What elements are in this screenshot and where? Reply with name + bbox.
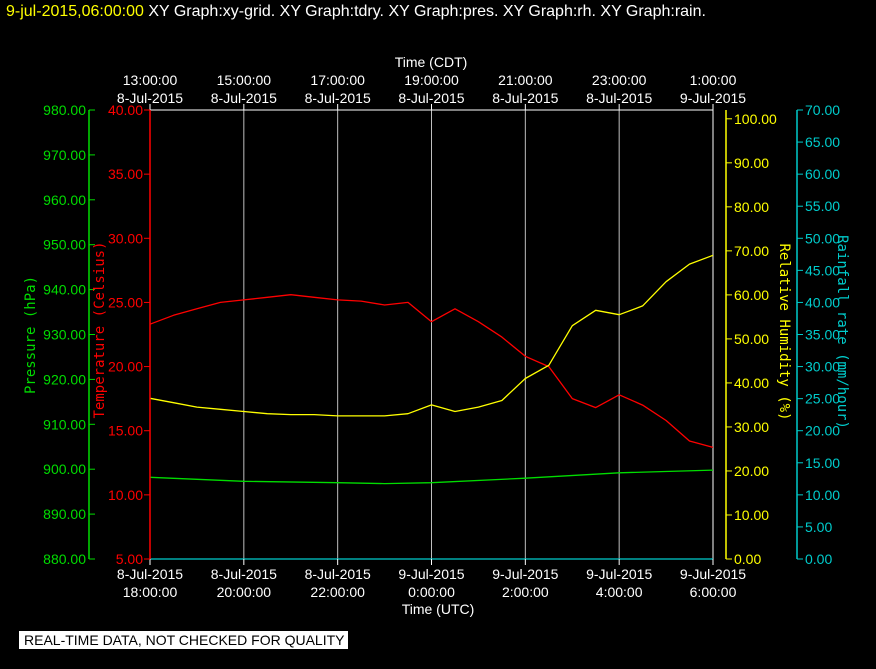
quality-notice: REAL-TIME DATA, NOT CHECKED FOR QUALITY <box>19 631 349 649</box>
rain-tick-label: 45.00 <box>805 262 840 278</box>
humidity-tick-label: 60.00 <box>734 287 769 303</box>
humidity-tick-label: 70.00 <box>734 243 769 259</box>
x-bottom-tick-date: 9-Jul-2015 <box>680 566 746 582</box>
temperature-tick-label: 10.00 <box>108 487 143 503</box>
x-bottom-tick-time: 0:00:00 <box>408 584 455 600</box>
x-top-title: Time (CDT) <box>395 54 468 70</box>
pressure-tick-label: 930.00 <box>43 327 86 343</box>
rain-tick-label: 60.00 <box>805 166 840 182</box>
graph-header: 9-jul-2015,06:00:00 XY Graph:xy-grid. XY… <box>6 3 706 21</box>
rain-tick-label: 30.00 <box>805 359 840 375</box>
rain-tick-label: 15.00 <box>805 455 840 471</box>
x-bottom-tick-date: 8-Jul-2015 <box>211 566 277 582</box>
humidity-tick-label: 100.00 <box>734 111 777 127</box>
x-bottom-tick-time: 2:00:00 <box>502 584 549 600</box>
axes-group: 13:00:00 8-Jul-2015 8-Jul-2015 18:00:00 15:0… <box>43 72 840 600</box>
temperature-tick-label: 35.00 <box>108 166 143 182</box>
temperature-tick-label: 40.00 <box>108 102 143 118</box>
humidity-tick-label: 50.00 <box>734 331 769 347</box>
pressure-axis-label: Pressure (hPa) <box>23 276 39 394</box>
rain-tick-label: 65.00 <box>805 134 840 150</box>
humidity-tick-label: 20.00 <box>734 463 769 479</box>
humidity-tick-label: 10.00 <box>734 507 769 523</box>
temperature-tick-label: 20.00 <box>108 359 143 375</box>
rain-tick-label: 20.00 <box>805 423 840 439</box>
rain-tick-label: 50.00 <box>805 230 840 246</box>
humidity-tick-label: 30.00 <box>734 419 769 435</box>
rain-tick-label: 0.00 <box>805 551 832 567</box>
humidity-tick-label: 40.00 <box>734 375 769 391</box>
x-bottom-tick-date: 9-Jul-2015 <box>398 566 464 582</box>
temperature-axis-label: Temperature (Celsius) <box>92 241 108 418</box>
x-bottom-tick-time: 18:00:00 <box>123 584 178 600</box>
rain-tick-label: 55.00 <box>805 198 840 214</box>
temperature-tick-label: 30.00 <box>108 230 143 246</box>
x-bottom-tick-time: 22:00:00 <box>310 584 365 600</box>
pressure-tick-label: 950.00 <box>43 237 86 253</box>
pressure-tick-label: 880.00 <box>43 551 86 567</box>
temperature-tick-label: 25.00 <box>108 294 143 310</box>
x-top-tick-date: 8-Jul-2015 <box>117 90 183 106</box>
x-bottom-tick-date: 9-Jul-2015 <box>492 566 558 582</box>
pressure-tick-label: 980.00 <box>43 102 86 118</box>
x-bottom-title: Time (UTC) <box>402 601 475 617</box>
rain-tick-label: 5.00 <box>805 519 832 535</box>
x-top-tick-time: 13:00:00 <box>123 72 178 88</box>
x-top-tick-date: 8-Jul-2015 <box>398 90 464 106</box>
grid-lines <box>243 110 620 559</box>
rain-tick-label: 25.00 <box>805 391 840 407</box>
temperature-tick-label: 5.00 <box>116 551 143 567</box>
temperature-line <box>149 294 714 449</box>
humidity-axis-label: Relative Humidity (%) <box>776 243 792 420</box>
x-top-tick-date: 8-Jul-2015 <box>586 90 652 106</box>
x-top-tick-time: 15:00:00 <box>217 72 272 88</box>
x-bottom-tick-date: 8-Jul-2015 <box>117 566 183 582</box>
x-top-tick-time: 21:00:00 <box>498 72 553 88</box>
humidity-tick-label: 90.00 <box>734 155 769 171</box>
pressure-tick-label: 890.00 <box>43 506 86 522</box>
x-bottom-tick-date: 9-Jul-2015 <box>586 566 652 582</box>
humidity-tick-label: 0.00 <box>734 551 761 567</box>
x-bottom-tick-date: 8-Jul-2015 <box>305 566 371 582</box>
x-top-tick-date: 9-Jul-2015 <box>680 90 746 106</box>
pressure-line <box>149 469 714 485</box>
x-bottom-tick-time: 4:00:00 <box>596 584 643 600</box>
x-top-tick-date: 8-Jul-2015 <box>211 90 277 106</box>
rain-tick-label: 10.00 <box>805 487 840 503</box>
pressure-tick-label: 970.00 <box>43 147 86 163</box>
pressure-tick-label: 900.00 <box>43 461 86 477</box>
x-top-tick-time: 23:00:00 <box>592 72 647 88</box>
rain-tick-label: 35.00 <box>805 327 840 343</box>
pressure-tick-label: 910.00 <box>43 416 86 432</box>
humidity-tick-label: 80.00 <box>734 199 769 215</box>
pressure-tick-label: 920.00 <box>43 371 86 387</box>
x-top-tick-time: 17:00:00 <box>310 72 365 88</box>
pressure-tick-label: 960.00 <box>43 192 86 208</box>
pressure-tick-label: 940.00 <box>43 282 86 298</box>
rain-tick-label: 70.00 <box>805 102 840 118</box>
x-top-tick-date: 8-Jul-2015 <box>305 90 371 106</box>
graph-list: XY Graph:xy-grid. XY Graph:tdry. XY Grap… <box>148 3 706 20</box>
rain-axis-label: Rainfall rate (mm/hour) <box>834 235 850 429</box>
humidity-line <box>149 254 714 417</box>
x-bottom-tick-time: 6:00:00 <box>690 584 737 600</box>
x-bottom-tick-time: 20:00:00 <box>217 584 272 600</box>
timestamp: 9-jul-2015,06:00:00 <box>6 3 144 20</box>
x-top-tick-date: 8-Jul-2015 <box>492 90 558 106</box>
temperature-tick-label: 15.00 <box>108 423 143 439</box>
x-top-tick-time: 1:00:00 <box>690 72 737 88</box>
x-top-tick-time: 19:00:00 <box>404 72 459 88</box>
rain-tick-label: 40.00 <box>805 294 840 310</box>
